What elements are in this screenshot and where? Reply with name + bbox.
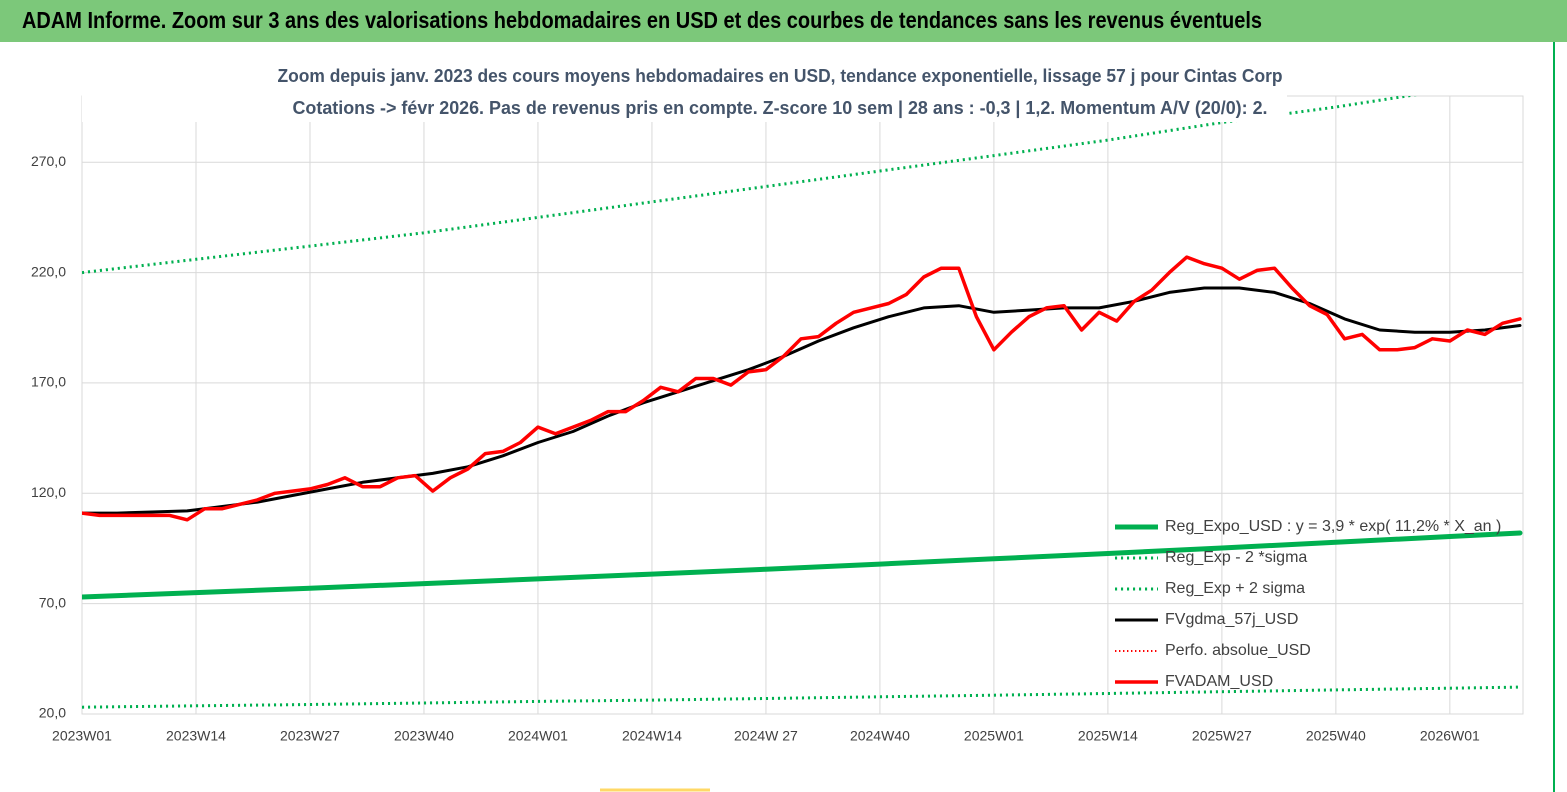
x-tick-label: 2024W14 bbox=[622, 728, 682, 744]
x-tick-label: 2025W14 bbox=[1078, 728, 1138, 744]
legend: Reg_Expo_USD : y = 3,9 * exp( 11,2% * X_… bbox=[1115, 518, 1501, 690]
y-tick-label: 20,0 bbox=[39, 705, 66, 721]
legend-label: FVgdma_57j_USD bbox=[1165, 611, 1298, 628]
y-tick-label: 70,0 bbox=[39, 594, 66, 610]
lines bbox=[82, 96, 1523, 709]
chart-title: Zoom depuis janv. 2023 des cours moyens … bbox=[278, 66, 1283, 86]
series-line bbox=[82, 286, 1522, 515]
chart-subtitle: Cotations -> févr 2026. Pas de revenus p… bbox=[293, 98, 1268, 118]
y-tick-label: 120,0 bbox=[31, 484, 66, 500]
x-tick-label: 2024W 27 bbox=[734, 728, 798, 744]
legend-label: Reg_Exp + 2 sigma bbox=[1165, 580, 1305, 597]
y-tick-label: 270,0 bbox=[31, 153, 66, 169]
y-tick-label: 170,0 bbox=[31, 374, 66, 390]
x-tick-label: 2023W40 bbox=[394, 728, 454, 744]
y-tick-label: 220,0 bbox=[31, 263, 66, 279]
x-tick-label: 2024W40 bbox=[850, 728, 910, 744]
series-line bbox=[82, 530, 1523, 600]
series-line bbox=[82, 255, 1522, 522]
x-tick-label: 2024W01 bbox=[508, 728, 568, 744]
header-title: ADAM Informe. Zoom sur 3 ans des valoris… bbox=[22, 7, 1262, 33]
legend-label: Reg_Expo_USD : y = 3,9 * exp( 11,2% * X_… bbox=[1165, 518, 1501, 535]
x-tick-label: 2025W01 bbox=[964, 728, 1024, 744]
x-tick-label: 2023W01 bbox=[52, 728, 112, 744]
x-tick-label: 2025W27 bbox=[1192, 728, 1252, 744]
title-background bbox=[82, 60, 1287, 122]
series-line bbox=[82, 685, 1521, 709]
x-tick-label: 2025W40 bbox=[1306, 728, 1366, 744]
x-tick-label: 2026W01 bbox=[1420, 728, 1480, 744]
grid: 20,0 70,0 120,0 170,0 220,0 270,0 2023W01 2023W… bbox=[31, 95, 1524, 744]
legend-label: FVADAM_USD bbox=[1165, 673, 1273, 690]
x-tick-label: 2023W14 bbox=[166, 728, 226, 744]
x-tick-label: 2023W27 bbox=[280, 728, 340, 744]
legend-label: Perfo. absolue_USD bbox=[1165, 642, 1311, 659]
legend-label: Reg_Exp - 2 *sigma bbox=[1165, 549, 1307, 566]
header-band bbox=[0, 0, 1567, 42]
